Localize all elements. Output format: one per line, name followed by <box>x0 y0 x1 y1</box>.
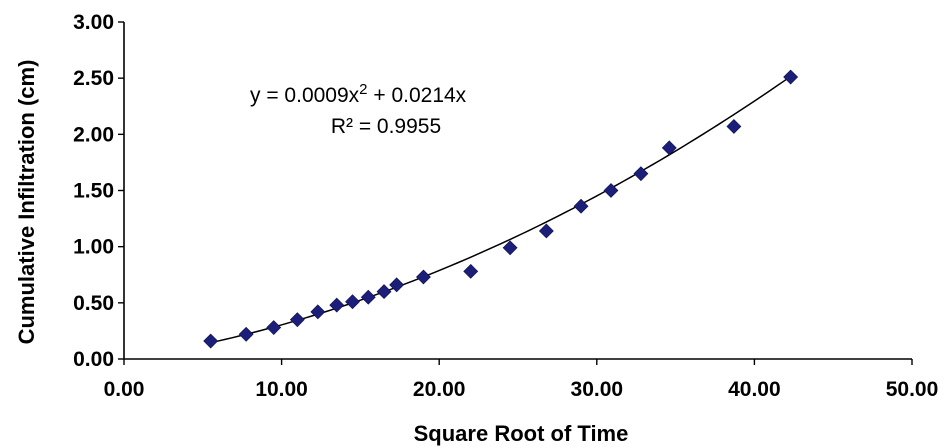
data-points <box>203 69 799 349</box>
trendline-equation: y = 0.0009x2 + 0.0214x <box>250 81 467 107</box>
y-tick-label: 3.00 <box>73 11 114 34</box>
data-point <box>310 304 326 320</box>
x-axis-ticks: 0.00 10.00 20.00 30.00 40.00 50.00 <box>104 359 939 401</box>
y-tick-label: 1.00 <box>73 236 114 259</box>
data-point <box>345 294 360 310</box>
y-tick-label: 0.00 <box>73 348 114 371</box>
data-point <box>203 333 219 349</box>
x-tick-label: 40.00 <box>728 378 781 401</box>
data-point <box>238 326 254 342</box>
data-point <box>389 277 405 293</box>
y-axis-ticks: 0.00 0.50 1.00 1.50 2.00 2.50 3.00 <box>73 11 124 371</box>
x-tick-label: 50.00 <box>886 378 939 401</box>
data-point <box>726 119 742 134</box>
equation-exponent: 2 <box>359 81 367 98</box>
data-point <box>416 269 431 285</box>
x-axis-title: Square Root of Time <box>414 421 629 446</box>
y-tick-label: 2.00 <box>73 123 114 146</box>
y-tick-label: 2.50 <box>73 67 114 90</box>
data-point <box>502 240 518 256</box>
x-tick-label: 0.00 <box>104 378 145 401</box>
data-point <box>360 289 376 305</box>
x-tick-label: 30.00 <box>571 378 624 401</box>
data-point <box>266 320 282 335</box>
data-point <box>376 284 392 300</box>
x-tick-label: 10.00 <box>255 378 308 401</box>
data-point <box>463 263 479 279</box>
equation-base: y = 0.0009x <box>250 84 360 107</box>
x-tick-label: 20.00 <box>413 378 466 401</box>
data-point <box>603 183 619 198</box>
y-axis-title: Cumulative Infiltration (cm) <box>14 60 39 345</box>
data-point <box>538 223 554 239</box>
y-tick-label: 1.50 <box>73 180 114 203</box>
data-point <box>633 166 649 182</box>
data-point <box>573 198 589 214</box>
equation-rest: + 0.0214x <box>368 84 467 107</box>
trendline <box>210 75 792 344</box>
r-squared-label: R² = 0.9955 <box>331 115 441 138</box>
data-point <box>329 297 345 313</box>
data-point <box>661 140 677 156</box>
y-tick-label: 0.50 <box>73 292 114 315</box>
data-point <box>289 312 305 328</box>
data-point <box>783 69 799 85</box>
